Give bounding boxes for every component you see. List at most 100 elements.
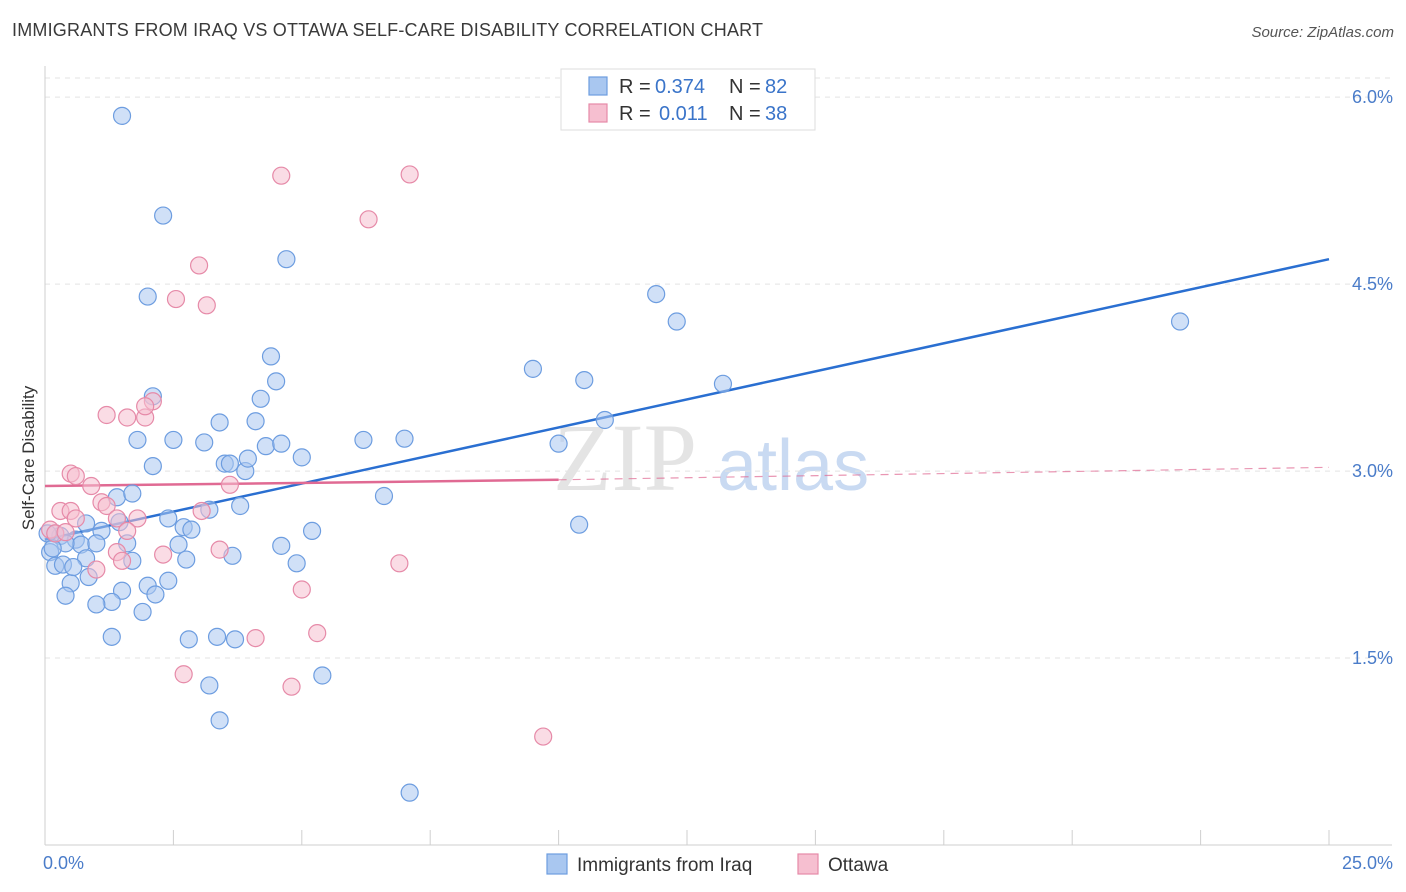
ottawa-point [359, 210, 378, 229]
tick-labels: 1.5% 3.0% 4.5% 6.0% 0.0% 25.0% [43, 87, 1393, 873]
ottawa-point [112, 551, 132, 570]
iraq-point [647, 284, 666, 304]
iraq-point [225, 630, 245, 649]
iraq-point [238, 449, 257, 468]
ottawa-point [136, 397, 155, 416]
ottawa-point [97, 496, 116, 516]
legend-n-label: N = [729, 103, 761, 125]
iraq-point [354, 430, 373, 450]
ottawa-trend-line [44, 478, 559, 488]
iraq-point [231, 496, 250, 516]
iraq-point [287, 554, 306, 573]
iraq-point [400, 783, 419, 802]
iraq-point [256, 437, 275, 456]
iraq-point [575, 370, 594, 390]
iraq-point [374, 486, 394, 506]
legend-label-iraq: Immigrants from Iraq [577, 855, 752, 876]
iraq-point [267, 372, 286, 391]
ottawa-point [118, 408, 137, 427]
iraq-point [164, 430, 183, 450]
ottawa-point [97, 405, 116, 425]
legend-r-value-pink: 0.011 [659, 103, 708, 125]
ottawa-point [197, 296, 216, 315]
iraq-point [159, 571, 178, 590]
ottawa-point [210, 540, 229, 559]
ottawa-point [390, 554, 409, 573]
iraq-point [143, 456, 162, 476]
correlation-legend: R = 0.374 N = 82 R = 0.011 N = 38 [560, 68, 816, 131]
x-tick-label: 0.0% [43, 853, 84, 873]
ottawa-point [272, 166, 291, 185]
legend-label-ottawa: Ottawa [828, 855, 889, 876]
iraq-point [177, 550, 196, 569]
iraq-point [102, 627, 121, 646]
iraq-point [713, 374, 733, 393]
iraq-point [313, 666, 332, 685]
iraq-point [87, 595, 106, 614]
series-legend: Immigrants from Iraq Ottawa [546, 853, 889, 876]
legend-n-value-pink: 38 [765, 103, 787, 125]
iraq-point [43, 539, 62, 558]
iraq-point [154, 206, 173, 225]
iraq-point [87, 534, 106, 553]
ottawa-point [174, 665, 193, 684]
x-tick-label: 25.0% [1342, 853, 1393, 873]
watermark-zip: ZIP [553, 404, 697, 511]
legend-swatch-iraq [546, 853, 568, 875]
ottawa-point [308, 624, 327, 643]
ottawa-point [154, 545, 173, 564]
iraq-point [251, 389, 270, 408]
iraq-point [159, 509, 178, 528]
iraq-point [292, 448, 311, 467]
y-tick-label: 4.5% [1352, 274, 1393, 294]
iraq-point [523, 359, 543, 378]
iraq-point [220, 454, 239, 473]
iraq-point [1170, 312, 1190, 331]
iraq-point [261, 347, 281, 366]
iraq-point [210, 711, 229, 730]
y-tick-label: 6.0% [1352, 87, 1393, 107]
iraq-point [395, 429, 414, 448]
ottawa-point [66, 509, 85, 528]
iraq-point [179, 630, 198, 649]
iraq-point [138, 287, 157, 306]
ottawa-point [66, 466, 85, 486]
ottawa-point [82, 476, 101, 496]
ottawa-trend-extension [558, 466, 1330, 481]
y-axis-label: Self-Care Disability [19, 385, 38, 530]
iraq-point [133, 602, 152, 622]
iraq-point [76, 549, 96, 568]
iraq-point [112, 581, 132, 600]
iraq-point [146, 585, 165, 604]
ottawa-point [56, 523, 75, 542]
data-points [38, 106, 1190, 802]
iraq-point [195, 433, 214, 452]
watermark-atlas: atlas [717, 426, 869, 506]
iraq-point [272, 434, 291, 453]
legend-swatch-ottawa [797, 853, 819, 875]
ottawa-point [282, 677, 301, 696]
axes [44, 66, 1392, 846]
iraq-point [549, 434, 568, 453]
iraq-point [64, 557, 83, 577]
ottawa-point [128, 509, 147, 528]
ottawa-point [192, 501, 211, 521]
iraq-point [595, 410, 614, 430]
iraq-point [182, 520, 201, 539]
y-tick-label: 3.0% [1352, 461, 1393, 481]
y-tick-label: 1.5% [1352, 648, 1393, 668]
ottawa-point [189, 256, 209, 275]
ottawa-point [220, 475, 239, 494]
iraq-point [169, 535, 188, 554]
iraq-point [667, 312, 686, 331]
ottawa-point [534, 727, 553, 746]
ottawa-point [246, 628, 265, 648]
ottawa-point [400, 165, 419, 184]
legend-n-value-blue: 82 [765, 76, 787, 98]
iraq-point [302, 521, 322, 541]
legend-r-label: R = [619, 76, 651, 98]
iraq-point [246, 412, 265, 431]
ottawa-point [118, 521, 137, 541]
ottawa-point [166, 289, 186, 309]
